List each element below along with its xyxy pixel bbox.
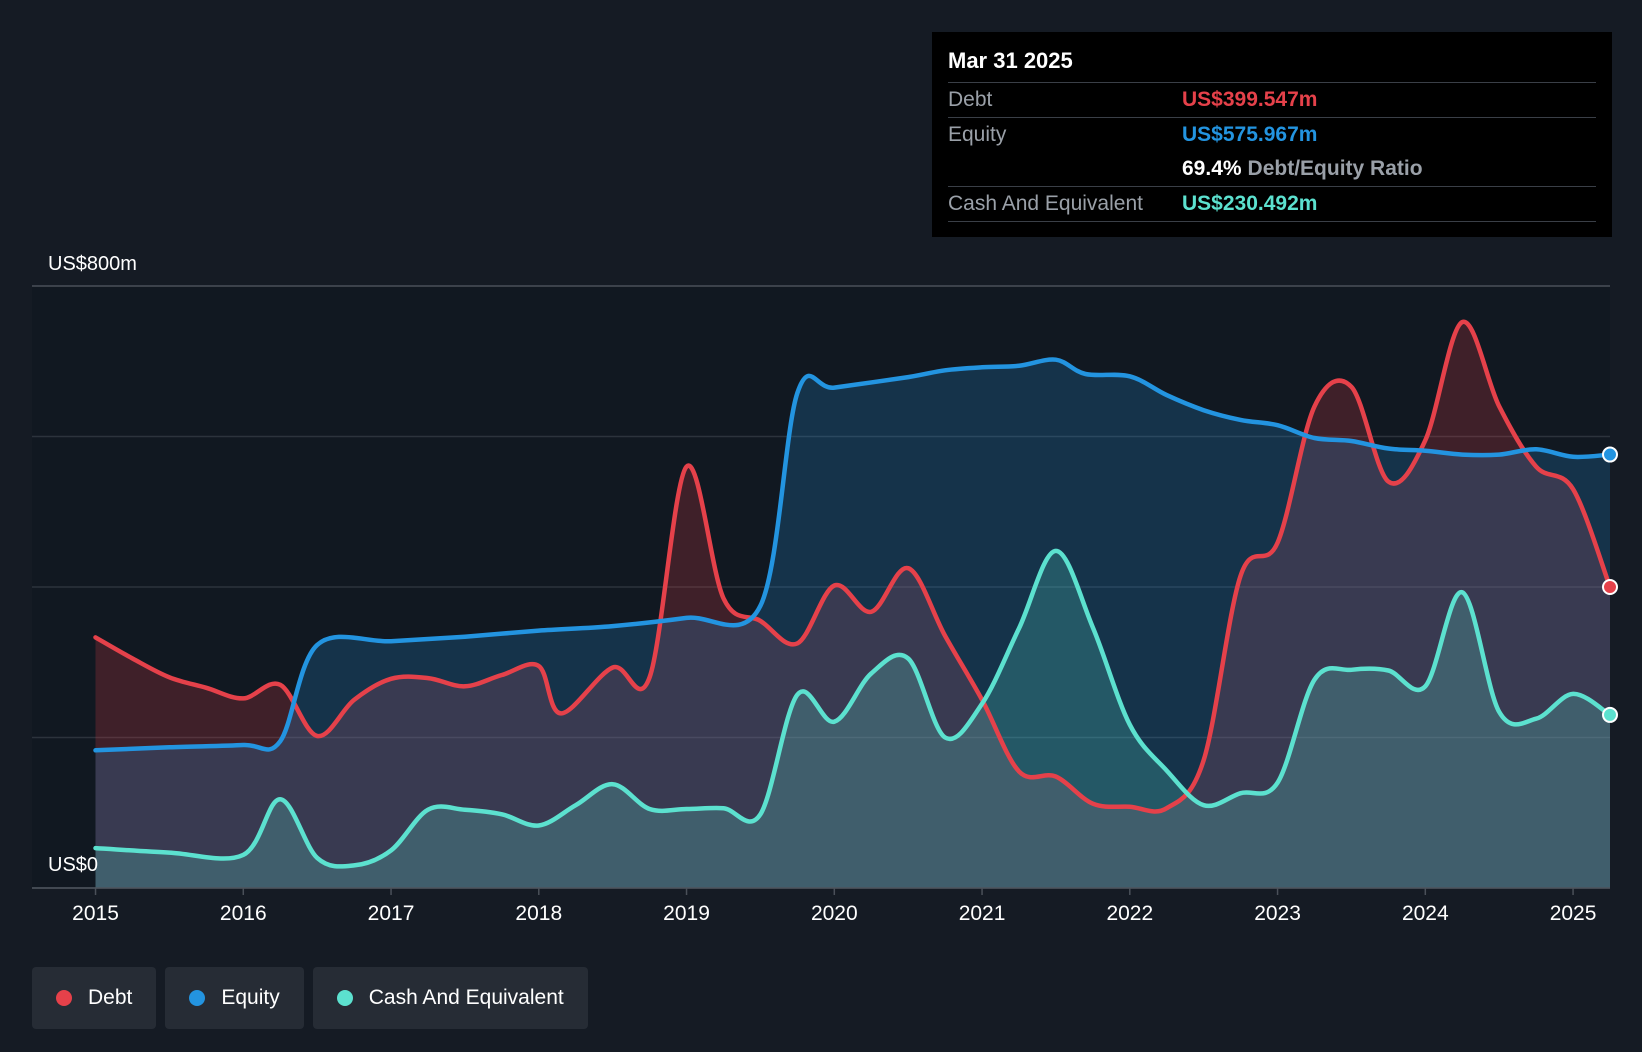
tooltip-cash-label: Cash And Equivalent <box>948 192 1143 215</box>
tooltip-cash-value: US$230.492m <box>1182 192 1318 215</box>
legend-item-equity[interactable]: Equity <box>165 967 304 1029</box>
tooltip-cash-row: Cash And Equivalent US$230.492m <box>948 186 1596 222</box>
debt-dot-icon <box>56 990 72 1006</box>
x-axis: 2015 2016 2017 2018 2019 2020 2021 2022 2023 2024… <box>32 887 1610 925</box>
tooltip-ratio-label: Debt/Equity Ratio <box>1247 157 1423 180</box>
debt-line <box>93 319 1613 814</box>
equity-area <box>95 359 1610 888</box>
tooltip-debt-value: US$399.547m <box>1182 88 1318 111</box>
cash-line <box>93 548 1613 869</box>
equity-line <box>93 357 1613 753</box>
x-tick-label-2024: 2024 <box>1402 902 1449 925</box>
debt-end-marker <box>1602 579 1618 595</box>
tooltip-panel: Mar 31 2025 Debt US$399.547m Equity US$5… <box>932 32 1612 237</box>
legend-cash-label: Cash And Equivalent <box>368 986 564 1009</box>
series-areas <box>95 321 1610 888</box>
x-tick-label-2023: 2023 <box>1254 902 1301 925</box>
legend-item-debt[interactable]: Debt <box>32 967 157 1029</box>
tooltip-debt-label: Debt <box>948 88 993 111</box>
x-tick-label-2019: 2019 <box>663 902 710 925</box>
x-tick-label-2021: 2021 <box>959 902 1006 925</box>
debt-area <box>95 321 1610 888</box>
y-axis-top-label: US$800m <box>48 253 137 275</box>
cash-dot-icon <box>336 990 353 1006</box>
chart-legend: Debt Equity Cash And Equivalent <box>32 967 588 1029</box>
legend-item-cash[interactable]: Cash And Equivalent <box>312 967 588 1029</box>
tooltip-ratio-value: 69.4% <box>1182 157 1242 180</box>
x-tick-label-2020: 2020 <box>811 902 858 925</box>
x-tick-label-2022: 2022 <box>1106 902 1153 925</box>
x-tick-label-2017: 2017 <box>368 902 415 925</box>
equity-dot-icon <box>189 990 206 1006</box>
legend-debt-label: Debt <box>88 986 133 1009</box>
cash-area <box>95 550 1610 888</box>
cash-end-marker <box>1602 706 1618 723</box>
tooltip-equity-row: Equity US$575.967m <box>948 117 1596 152</box>
tooltip-ratio-row: 69.4% Debt/Equity Ratio <box>948 152 1596 186</box>
legend-equity-label: Equity <box>221 986 280 1009</box>
tooltip-date: Mar 31 2025 <box>948 48 1073 73</box>
series-lines <box>93 319 1613 869</box>
equity-end-marker <box>1602 446 1618 463</box>
x-tick-label-2018: 2018 <box>515 902 562 925</box>
x-tick-label-2025: 2025 <box>1550 902 1597 925</box>
tooltip-equity-value: US$575.967m <box>1182 123 1318 146</box>
x-tick-label-2015: 2015 <box>72 902 119 925</box>
tooltip-debt-row: Debt US$399.547m <box>948 82 1596 117</box>
series-end-markers <box>1602 446 1618 723</box>
x-tick-label-2016: 2016 <box>220 902 267 925</box>
tooltip-equity-label: Equity <box>948 123 1007 146</box>
y-axis-bottom-label: US$0 <box>48 854 98 876</box>
